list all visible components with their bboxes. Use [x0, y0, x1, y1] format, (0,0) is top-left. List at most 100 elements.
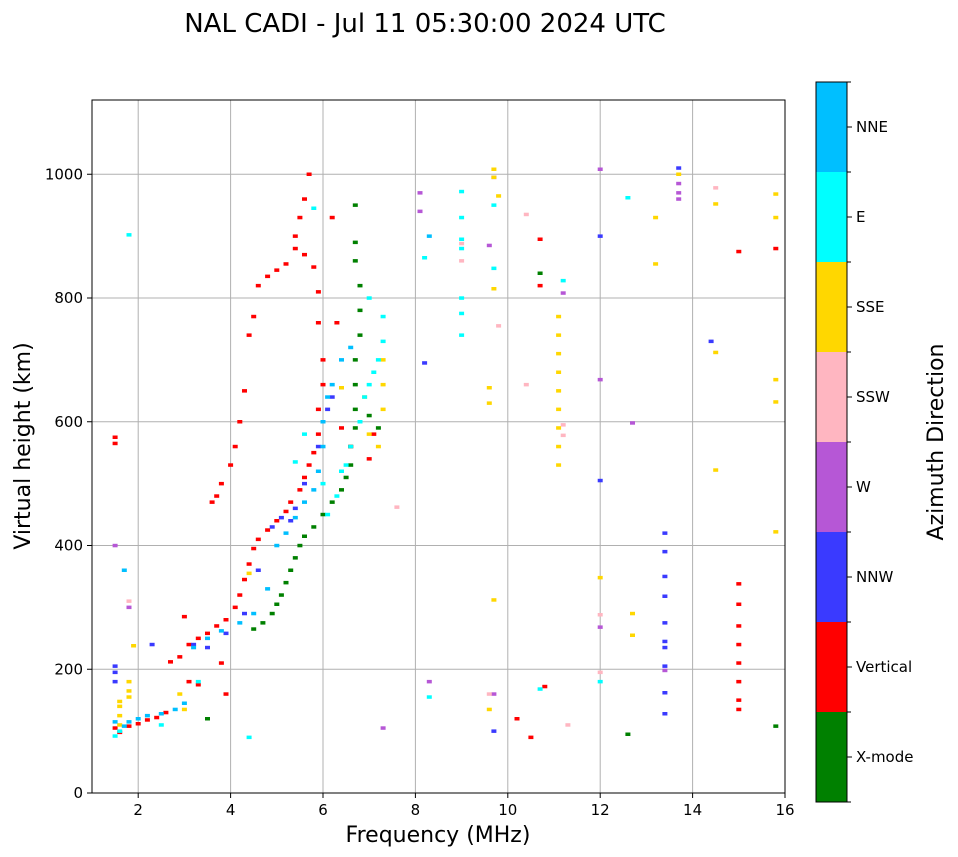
data-point — [339, 386, 344, 390]
data-point — [205, 636, 210, 641]
data-point — [292, 246, 298, 251]
chart-title: NAL CADI - Jul 11 05:30:00 2024 UTC — [184, 9, 666, 39]
data-point — [537, 237, 543, 241]
data-point — [630, 611, 635, 616]
data-point — [417, 191, 423, 195]
data-point — [177, 655, 183, 659]
data-point — [223, 618, 229, 622]
data-point — [292, 234, 298, 238]
data-point — [251, 314, 257, 319]
data-point — [246, 333, 252, 337]
colorbar-segment — [816, 442, 847, 532]
data-point — [366, 413, 372, 418]
data-point — [260, 621, 266, 625]
data-point — [172, 707, 178, 712]
data-point — [334, 494, 340, 498]
data-point — [459, 246, 465, 251]
data-point — [288, 568, 294, 572]
data-point — [255, 537, 261, 542]
data-point — [117, 729, 123, 733]
colorbar-label-nne: NNE — [856, 118, 888, 136]
data-point — [357, 333, 363, 337]
data-point — [232, 605, 238, 610]
data-point — [491, 729, 497, 733]
data-point — [283, 509, 289, 514]
data-point — [380, 358, 386, 362]
data-point — [736, 582, 742, 586]
data-point — [662, 574, 668, 579]
data-point — [486, 243, 492, 248]
data-point — [191, 642, 197, 647]
data-point — [181, 707, 187, 712]
data-point — [283, 262, 289, 266]
data-point — [491, 203, 497, 207]
data-point — [329, 382, 335, 387]
data-point — [486, 707, 492, 712]
series-nnw — [112, 166, 714, 733]
series-sse — [117, 167, 779, 727]
data-point — [191, 645, 197, 650]
data-point — [121, 568, 127, 572]
y-tick-label: 0 — [73, 784, 83, 802]
data-point — [459, 215, 465, 220]
data-point — [736, 624, 742, 628]
data-point — [168, 660, 173, 664]
data-point — [302, 475, 307, 480]
data-point — [126, 679, 132, 684]
data-point — [556, 407, 562, 412]
data-point — [597, 234, 603, 238]
data-point — [297, 215, 303, 220]
data-point — [315, 444, 321, 449]
data-point — [329, 500, 335, 504]
data-point — [736, 249, 742, 254]
data-point — [315, 290, 321, 294]
data-point — [357, 420, 363, 424]
data-point — [288, 500, 294, 504]
x-tick-label: 6 — [318, 801, 328, 819]
data-point — [339, 358, 344, 362]
colorbar-label-sse: SSE — [856, 298, 885, 316]
series-x-mode — [205, 203, 779, 736]
data-point — [246, 562, 252, 566]
data-point — [736, 698, 742, 702]
data-point — [597, 679, 603, 684]
data-point — [375, 358, 381, 362]
data-point — [218, 481, 224, 486]
data-point — [186, 642, 192, 647]
data-point — [426, 695, 432, 699]
data-point — [242, 389, 247, 393]
data-point — [320, 512, 326, 517]
data-point — [597, 377, 603, 382]
data-point — [556, 333, 562, 337]
data-point — [195, 636, 201, 641]
data-point — [556, 426, 562, 430]
data-point — [131, 644, 137, 648]
data-point — [302, 481, 307, 486]
data-point — [237, 420, 243, 424]
data-point — [523, 382, 529, 387]
data-point — [325, 395, 331, 399]
data-point — [528, 735, 534, 740]
data-point — [625, 732, 631, 736]
data-point — [278, 593, 284, 597]
data-point — [223, 692, 229, 696]
colorbar-label-nnw: NNW — [856, 568, 893, 586]
data-point — [352, 203, 358, 207]
data-point — [177, 692, 183, 696]
data-point — [394, 505, 400, 509]
data-point — [311, 450, 317, 455]
data-point — [773, 215, 779, 220]
data-point — [676, 197, 682, 201]
data-point — [662, 594, 668, 598]
data-point — [251, 627, 257, 631]
data-point — [537, 687, 543, 691]
data-point — [126, 599, 132, 603]
data-point — [491, 266, 497, 271]
data-point — [348, 463, 354, 467]
data-point — [348, 345, 354, 350]
data-point — [311, 265, 317, 269]
data-point — [302, 534, 307, 538]
data-point — [491, 175, 497, 180]
data-point — [662, 531, 668, 535]
data-point — [274, 543, 280, 548]
